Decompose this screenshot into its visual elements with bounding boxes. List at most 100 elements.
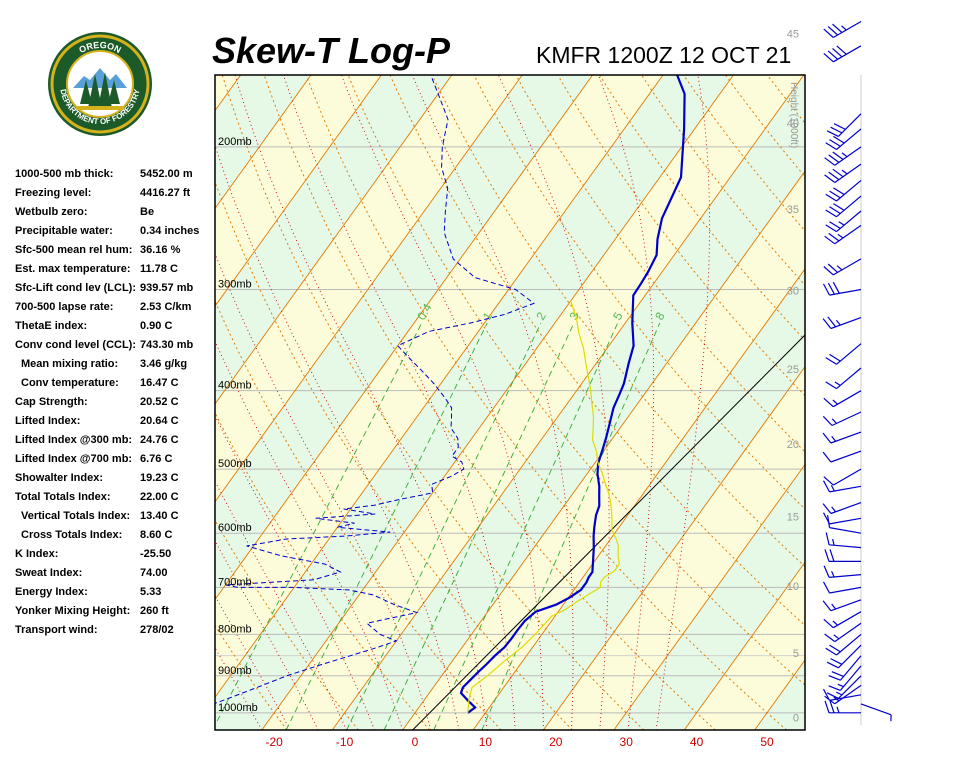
dry-adiabat-line [221,75,645,730]
isotherm-line [215,75,523,503]
wind-barb-flag [827,282,835,295]
index-value: 13.40 C [140,510,179,522]
wind-barb-halfflag [838,221,845,226]
wind-barb [824,163,862,183]
pressure-label: 700mb [218,576,252,588]
moist-adiabat-line [282,75,516,730]
wind-barb-flag [829,700,835,713]
index-value: 8.60 C [140,529,173,541]
mixing-ratio-line [433,322,619,730]
wind-barb-flag [832,47,843,58]
temperature-band [215,75,734,730]
index-row: ThetaE index: 0.90 C [15,320,215,339]
isotherm-line [683,561,805,730]
wind-barb-flag [822,432,832,444]
wind-barb-flag [827,316,837,328]
wind-barb-halfflag [841,152,848,158]
index-row: Lifted Index @300 mb: 24.76 C [15,434,215,453]
isotherm-line [215,75,312,210]
index-label: Yonker Mixing Height: [15,605,131,617]
index-label: Cap Strength: [15,396,88,408]
index-label: Vertical Totals Index: [21,510,131,522]
index-value: 4416.27 ft [140,187,191,199]
isotherm-line [0,75,170,730]
wind-barb-flag [833,135,845,144]
index-row: Conv temperature: 16.47 C [15,377,215,396]
temperature-tick-label: 30 [620,735,634,749]
wind-barb [825,128,862,151]
wind-barb-flag [824,174,836,183]
wind-barb-flag [824,633,836,643]
wind-barb [828,655,862,681]
pressure-label: 900mb [218,665,252,677]
wind-barb [822,512,862,525]
index-label: Showalter Index: [15,472,104,484]
index-value: 5452.00 m [140,168,193,180]
height-axis-title: Height (1000ft) [788,82,799,148]
wind-barb [824,684,862,705]
wind-barb-flag [828,154,840,163]
index-row: Sfc-Lift cond lev (LCL): 939.57 mb [15,282,215,301]
wind-barb-flag [828,171,840,181]
index-label: Wetbulb zero: [15,206,88,218]
dry-adiabat-line [389,75,805,627]
isotherm-line [0,75,100,730]
wind-barb-staff [860,703,892,716]
wind-barb-flag [822,451,832,463]
temperature-tick-label: 20 [549,735,563,749]
pressure-label: 1000mb [218,702,258,714]
wind-barb-flag [829,221,841,229]
index-label: Total Totals Index: [15,491,111,503]
index-label: 1000-500 mb thick: [15,168,114,180]
wind-barb-staff [834,684,862,705]
wind-barb-staff [832,258,862,276]
moist-adiabat-line [597,75,655,730]
wind-barb-staff [829,485,862,493]
wind-barb-flag [824,695,836,705]
wind-barb-flag [829,139,841,147]
wind-barb-staff [834,224,862,245]
index-label: Mean mixing ratio: [21,358,119,370]
isotherm-line [331,75,805,730]
wind-barb-flag [823,476,834,486]
wind-barb-staff [836,210,862,233]
dry-adiabat-line [893,75,960,730]
wind-barb-halfflag [841,169,848,175]
wind-barb-halfflag [834,381,841,386]
wind-barb-flag [824,549,830,562]
pressure-label: 300mb [218,279,252,291]
mixing-ratio-line [215,322,423,727]
index-value: 19.23 C [140,472,179,484]
wind-barb-flag [825,142,837,151]
wind-barb-flag [825,193,837,202]
mixing-ratio-line [383,322,575,730]
index-value: 743.30 mb [140,339,194,351]
index-label: Sfc-Lift cond lev (LCL): [15,282,136,294]
wind-barb [822,599,862,612]
wind-barb [823,258,862,276]
wind-barb-staff [829,527,862,534]
index-row: Wetbulb zero: Be [15,206,215,225]
wind-barb-halfflag [837,233,844,239]
dry-adiabat-line [215,180,573,730]
index-label: Lifted Index: [15,415,81,427]
wind-barb-staff [836,343,862,365]
wind-barb-flag [825,357,837,365]
index-row: 1000-500 mb thick: 5452.00 m [15,168,215,187]
index-value: 2.53 C/km [140,301,192,313]
dry-adiabat-line [0,75,144,730]
pressure-label: 800mb [218,623,252,635]
wind-barb-staff [836,179,862,202]
wind-barb-flag [826,692,839,699]
index-row: 700-500 lapse rate: 2.53 C/km [15,301,215,320]
index-row: Cap Strength: 20.52 C [15,396,215,415]
wind-barb-flag [824,235,836,245]
wind-barb-flag [823,52,834,63]
wind-barb-flag [829,549,835,562]
index-label: Freezing level: [15,187,92,199]
wind-barb [826,113,862,137]
index-label: Conv temperature: [21,377,119,389]
wind-barb-flag [823,266,834,276]
index-value: 74.00 [140,567,168,579]
